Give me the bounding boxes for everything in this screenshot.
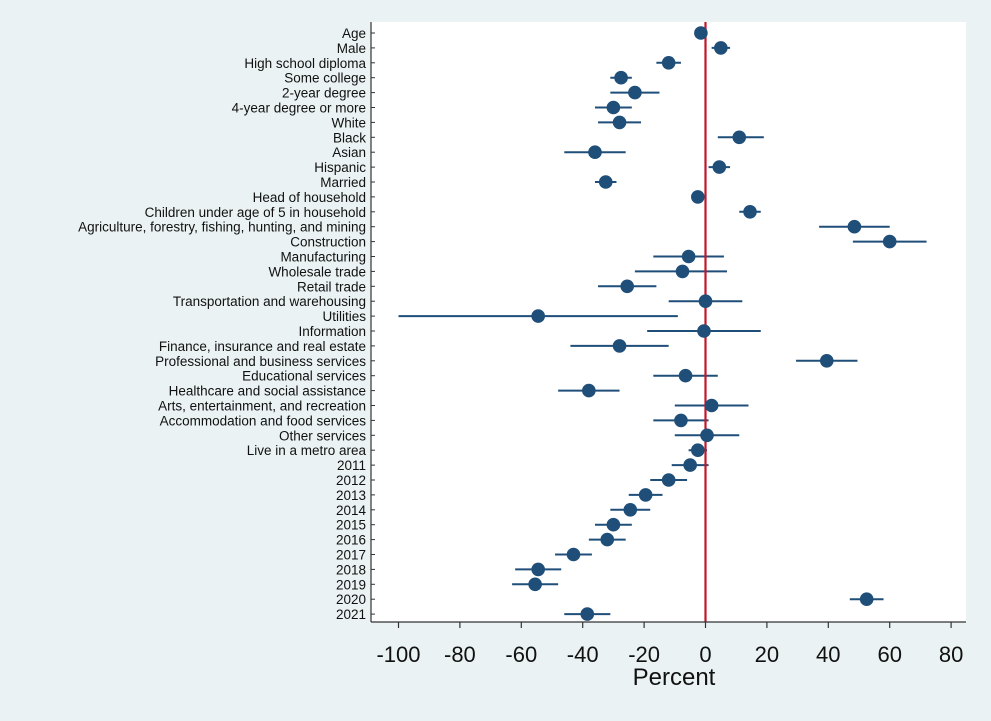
- x-axis-title: Percent: [633, 664, 716, 691]
- category-label: White: [331, 115, 366, 130]
- category-label: 2011: [337, 458, 366, 473]
- category-label: Finance, insurance and real estate: [159, 339, 366, 354]
- category-label: Hispanic: [314, 160, 366, 175]
- point-estimate: [623, 503, 638, 517]
- point-estimate: [694, 26, 708, 40]
- point-estimate: [628, 85, 642, 100]
- category-label: 2018: [336, 562, 366, 577]
- category-label: Married: [320, 175, 366, 190]
- category-label: 2020: [336, 592, 366, 607]
- x-tick-label: 20: [755, 642, 779, 667]
- category-label: 2019: [336, 577, 366, 592]
- category-label: Agriculture, forestry, fishing, hunting,…: [78, 220, 366, 235]
- category-label: Retail trade: [297, 279, 366, 294]
- category-label: Male: [337, 41, 366, 56]
- category-label: 2012: [336, 473, 366, 488]
- point-estimate: [704, 398, 719, 413]
- plot-area: [371, 22, 966, 622]
- category-label: Utilities: [322, 309, 366, 324]
- category-label: Children under age of 5 in household: [145, 205, 366, 220]
- point-estimate: [528, 577, 542, 592]
- x-tick-label: 60: [877, 642, 901, 667]
- point-estimate: [859, 592, 874, 606]
- category-label: 2014: [336, 503, 367, 518]
- point-estimate: [606, 100, 621, 115]
- point-estimate: [683, 458, 697, 472]
- category-label: Transportation and warehousing: [173, 294, 366, 309]
- point-estimate: [661, 56, 676, 70]
- category-label: Asian: [332, 145, 366, 160]
- point-estimate: [580, 607, 595, 621]
- category-label: 2021: [336, 607, 366, 622]
- point-estimate: [675, 264, 690, 279]
- point-estimate: [598, 175, 613, 189]
- x-axis: -100 -80 -60 -40 -20 0 20 40 60 80: [370, 22, 966, 667]
- category-label: Other services: [279, 428, 366, 443]
- point-estimate: [678, 368, 693, 383]
- point-estimate: [612, 339, 627, 353]
- x-tick-label: 0: [699, 642, 711, 667]
- x-tick-label: 40: [816, 642, 840, 667]
- point-estimates: [528, 26, 897, 621]
- point-estimate: [714, 41, 728, 55]
- point-estimate: [819, 354, 834, 368]
- point-estimate: [531, 562, 545, 577]
- category-label: Accommodation and food services: [160, 413, 367, 428]
- x-tick-label: -60: [505, 642, 537, 667]
- category-label: 2017: [336, 548, 366, 563]
- point-estimate: [882, 234, 897, 249]
- point-estimate: [700, 428, 714, 443]
- x-tick-label: -80: [444, 642, 476, 667]
- point-estimate: [732, 130, 747, 145]
- category-label: Black: [333, 130, 366, 145]
- category-label: Wholesale trade: [268, 264, 366, 279]
- x-tick-label: 80: [939, 642, 963, 667]
- category-label: Arts, entertainment, and recreation: [158, 399, 366, 414]
- point-estimate: [582, 383, 596, 398]
- point-estimate: [620, 279, 635, 294]
- point-estimate: [566, 547, 581, 562]
- category-label: 2-year degree: [282, 86, 366, 101]
- point-estimate: [531, 309, 545, 323]
- point-estimate: [674, 413, 688, 428]
- point-estimate: [681, 249, 696, 264]
- point-estimate: [600, 532, 615, 547]
- category-label: Educational services: [242, 369, 366, 384]
- point-estimate: [606, 517, 621, 532]
- category-label: 2015: [336, 518, 366, 533]
- category-label: Live in a metro area: [247, 443, 367, 458]
- point-estimate: [691, 443, 705, 458]
- x-tick-label: -20: [628, 642, 660, 667]
- point-estimate: [661, 473, 676, 487]
- category-label: Professional and business services: [155, 354, 366, 369]
- category-label: High school diploma: [244, 56, 366, 71]
- x-tick-label: -40: [567, 642, 599, 667]
- category-label: 4-year degree or more: [232, 101, 366, 116]
- category-label: 2013: [336, 488, 366, 503]
- category-label: Construction: [290, 235, 366, 250]
- point-estimate: [743, 205, 757, 219]
- point-estimate: [712, 160, 727, 174]
- point-estimate: [614, 70, 628, 85]
- category-label: Age: [342, 26, 366, 41]
- category-label: Manufacturing: [280, 250, 366, 265]
- point-estimate: [698, 294, 713, 309]
- category-label: 2016: [336, 533, 366, 548]
- point-estimate: [588, 145, 602, 159]
- point-estimate: [638, 488, 653, 502]
- point-estimate: [847, 219, 862, 234]
- point-estimate: [612, 115, 627, 130]
- category-label: Head of household: [253, 190, 366, 205]
- point-estimate: [691, 190, 705, 204]
- point-estimate: [697, 324, 711, 338]
- category-label: Some college: [284, 71, 366, 86]
- x-tick-label: -100: [376, 642, 420, 667]
- category-label: Information: [298, 324, 366, 339]
- category-label: Healthcare and social assistance: [169, 384, 366, 399]
